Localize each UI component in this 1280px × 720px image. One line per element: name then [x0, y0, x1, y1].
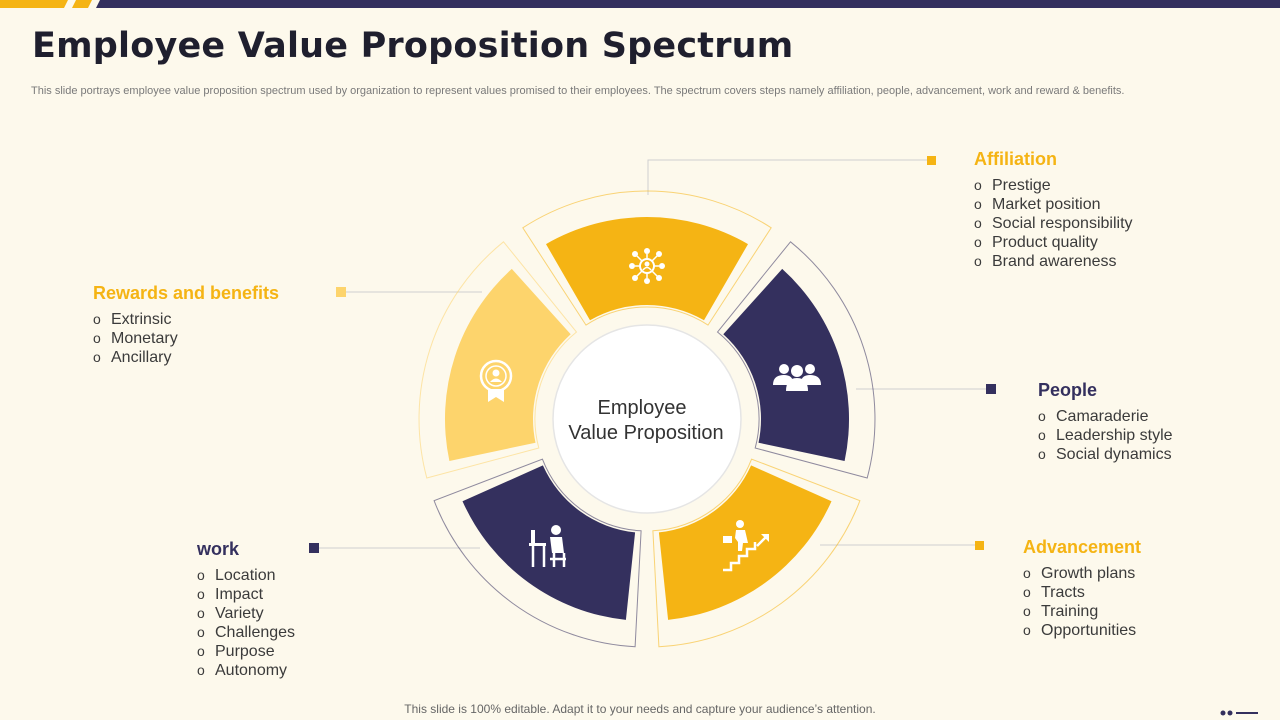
list-item: Location — [197, 566, 295, 585]
page-subtitle: This slide portrays employee value propo… — [31, 85, 1125, 97]
list-item: Monetary — [93, 329, 279, 348]
list-item: Training — [1023, 602, 1141, 621]
people-segment-outline — [716, 241, 876, 479]
list-item: Challenges — [197, 623, 295, 642]
people-marker — [986, 384, 996, 394]
footer-note: This slide is 100% editable. Adapt it to… — [404, 702, 876, 716]
list-item: Variety — [197, 604, 295, 623]
award-badge-icon — [479, 359, 513, 402]
advancement-segment-outline — [652, 458, 861, 648]
list-item: Leadership style — [1038, 426, 1173, 445]
connector-lines — [314, 159, 991, 549]
affiliation-segment — [546, 217, 748, 321]
team-icon — [773, 364, 821, 391]
work-section: work Location Impact Variety Challenges … — [197, 539, 295, 680]
list-item: Tracts — [1023, 583, 1141, 602]
advancement-section: Advancement Growth plans Tracts Training… — [1023, 537, 1141, 640]
desk-worker-icon — [529, 525, 566, 567]
work-segment — [462, 465, 636, 620]
affiliation-marker — [927, 156, 936, 165]
list-item: Purpose — [197, 642, 295, 661]
list-item: Market position — [974, 195, 1133, 214]
work-list: Location Impact Variety Challenges Purpo… — [197, 566, 295, 680]
people-title: People — [1038, 380, 1098, 400]
work-segment-outline — [433, 458, 642, 648]
list-item: Social responsibility — [974, 214, 1133, 233]
list-item: Prestige — [974, 176, 1133, 195]
rewards-title: Rewards and benefits — [93, 283, 280, 303]
list-item: Brand awareness — [974, 252, 1133, 271]
center-label-line2: Value Proposition — [568, 422, 723, 444]
top-accent-bar — [0, 0, 1280, 8]
affiliation-title: Affiliation — [974, 149, 1057, 169]
list-item: Camaraderie — [1038, 407, 1173, 426]
list-item: Growth plans — [1023, 564, 1141, 583]
affiliation-list: Prestige Market position Social responsi… — [974, 176, 1133, 271]
rewards-list: Extrinsic Monetary Ancillary — [93, 310, 279, 367]
list-item: Social dynamics — [1038, 445, 1173, 464]
work-marker — [309, 543, 319, 553]
people-list: Camaraderie Leadership style Social dyna… — [1038, 407, 1173, 464]
center-circle — [552, 324, 742, 514]
list-item: Product quality — [974, 233, 1133, 252]
list-item: Opportunities — [1023, 621, 1141, 640]
list-item: Ancillary — [93, 348, 279, 367]
career-stairs-icon — [723, 520, 769, 572]
center-label-line1: Employee — [598, 397, 687, 419]
network-people-icon — [629, 248, 665, 284]
rewards-section: Rewards and benefits Extrinsic Monetary … — [93, 283, 279, 367]
page-title: Employee Value Proposition Spectrum — [32, 26, 794, 66]
affiliation-segment-outline — [522, 190, 772, 326]
list-item: Extrinsic — [93, 310, 279, 329]
slide-dots — [1220, 710, 1258, 716]
list-item: Autonomy — [197, 661, 295, 680]
rewards-marker — [336, 287, 346, 297]
list-item: Impact — [197, 585, 295, 604]
advancement-title: Advancement — [1023, 537, 1142, 557]
rewards-segment-outline — [418, 241, 578, 479]
advancement-marker — [975, 541, 984, 550]
affiliation-section: Affiliation Prestige Market position Soc… — [974, 149, 1133, 271]
advancement-list: Growth plans Tracts Training Opportuniti… — [1023, 564, 1141, 640]
work-title: work — [197, 539, 240, 559]
people-section: People Camaraderie Leadership style Soci… — [1038, 380, 1173, 464]
